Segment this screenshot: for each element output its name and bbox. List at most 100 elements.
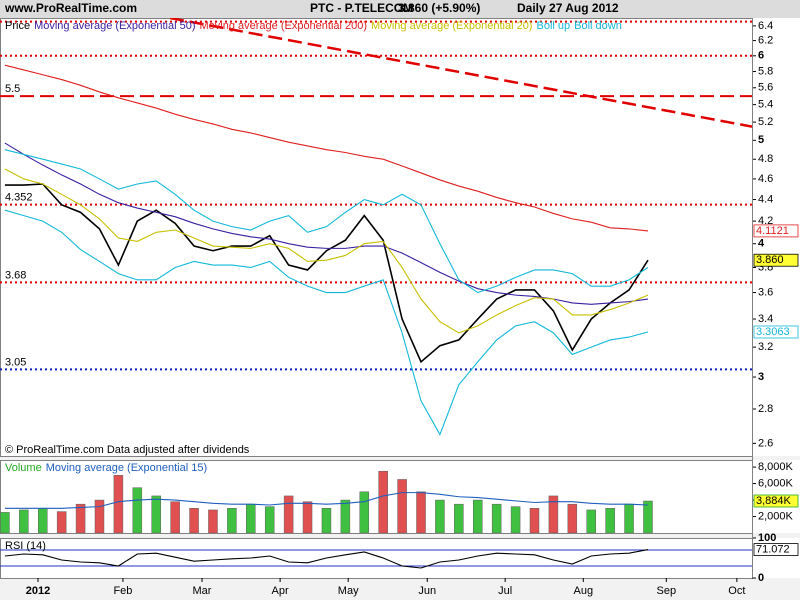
plot-area [0, 470, 653, 533]
x-tick-label: Aug [574, 585, 594, 597]
y-tick-label: 5.2 [758, 116, 773, 128]
y-tick-label: 6.2 [758, 35, 773, 47]
series-line [4, 209, 649, 436]
period: Daily 27 Aug 2012 [517, 1, 619, 15]
volume-bar [132, 487, 143, 533]
y-tick-label: 4.2 [758, 215, 773, 227]
y-tick-label: 4.6 [758, 173, 773, 185]
volume-bar [567, 503, 578, 533]
y-tick-label: 5 [758, 134, 764, 146]
volume-bar [37, 508, 48, 533]
volume-bar [643, 500, 653, 533]
y-tick-label: 8,000K [758, 461, 794, 473]
legend-entry: Price [5, 20, 30, 32]
source: www.ProRealTime.com [4, 1, 137, 15]
x-tick-label: Sep [657, 585, 677, 597]
legend-entry: RSI (14) [5, 540, 46, 552]
legend-entry: Volume [5, 462, 42, 474]
volume-bar [321, 508, 332, 533]
y-tick-label: 5.6 [758, 82, 773, 94]
volume-bar [170, 501, 180, 533]
last-value-label: 3.3063 [756, 326, 790, 338]
volume-bar [397, 479, 407, 533]
y-tick-label: 2.8 [758, 403, 773, 415]
plot-area [0, 549, 752, 569]
y-tick-label: 2,000K [758, 510, 794, 522]
plot-area: 5.5 4.352 3.68 3.05 [0, 18, 752, 436]
x-tick-label: 2012 [26, 585, 50, 597]
x-tick-label: May [338, 585, 359, 597]
panel [0, 460, 753, 534]
volume-bar [529, 508, 540, 533]
volume-bar [435, 499, 445, 533]
legend-entry: Moving average (Exponential 20) [371, 20, 532, 32]
panel [0, 18, 753, 457]
last-value-box [753, 325, 799, 339]
volume-bar [264, 506, 275, 533]
legend-entry: Boll down [574, 20, 622, 32]
reference-label: 4.352 [5, 192, 33, 204]
y-tick-label: 3.2 [758, 341, 773, 353]
note: © ProRealTime.com Data adjusted after di… [5, 444, 250, 456]
volume-bar [454, 503, 464, 533]
last-value-label: 4.1121 [756, 225, 789, 237]
volume-bar [473, 499, 483, 533]
series-line [4, 64, 649, 232]
y-tick-label: 6 [758, 50, 764, 62]
last-value-box [753, 494, 799, 508]
volume-bar [510, 506, 521, 533]
chart-subtitle: 3.860 (+5.90%) [398, 1, 480, 15]
series-line [4, 168, 649, 334]
volume-bar [56, 511, 67, 533]
reference-label: 3.68 [5, 269, 26, 281]
series-line [4, 149, 649, 294]
series-line [4, 549, 649, 569]
y-tick-label: 100 [758, 532, 776, 544]
volume-bar [491, 503, 502, 533]
volume-bar [378, 470, 388, 533]
legend-entry: Moving average (Exponential 200) [200, 20, 368, 32]
volume-bar [340, 499, 351, 533]
y-tick-label: 2.6 [758, 437, 773, 449]
last-value-label: 3,884K [756, 495, 792, 507]
last-value-box [753, 224, 799, 238]
volume-bar [548, 495, 559, 533]
volume-bar [416, 491, 426, 533]
last-value-label: 3.860 [756, 254, 784, 266]
y-tick-label: 4 [758, 238, 765, 250]
volume-bar [208, 509, 218, 533]
y-tick-label: 3.6 [758, 286, 773, 298]
series-line [4, 492, 649, 509]
volume-bar [0, 512, 10, 533]
y-tick-label: 0 [758, 572, 764, 584]
y-tick-label: 5.8 [758, 65, 773, 77]
x-tick-label: Mar [193, 585, 212, 597]
volume-bar [283, 495, 294, 533]
volume-bar [624, 503, 634, 533]
header-bar [0, 0, 800, 18]
y-tick-label: 6,000K [758, 477, 794, 489]
y-tick-label: 4.4 [758, 193, 773, 205]
volume-bar [359, 491, 370, 533]
volume-bar [227, 508, 237, 533]
volume-bar [189, 508, 199, 533]
trend-line [169, 18, 752, 128]
x-tick-label: Apr [272, 585, 289, 597]
volume-bar [605, 508, 615, 533]
series-line [4, 142, 649, 305]
panel [0, 538, 753, 579]
x-tick-label: Jun [418, 585, 436, 597]
y-tick-label: 6.4 [758, 20, 773, 32]
volume-bar [151, 495, 161, 533]
legend-entry: Moving average (Exponential 15) [46, 462, 207, 474]
x-tick-label: Jul [498, 585, 512, 597]
volume-bar [246, 503, 256, 533]
x-tick-label: Feb [113, 585, 132, 597]
chart-title: PTC - P.TELECOM [310, 1, 413, 15]
volume-bar [302, 501, 313, 533]
legend-entry: Moving average (Exponential 50) [34, 20, 195, 32]
y-tick-label: 5.4 [758, 99, 773, 111]
volume-bar [113, 475, 124, 533]
